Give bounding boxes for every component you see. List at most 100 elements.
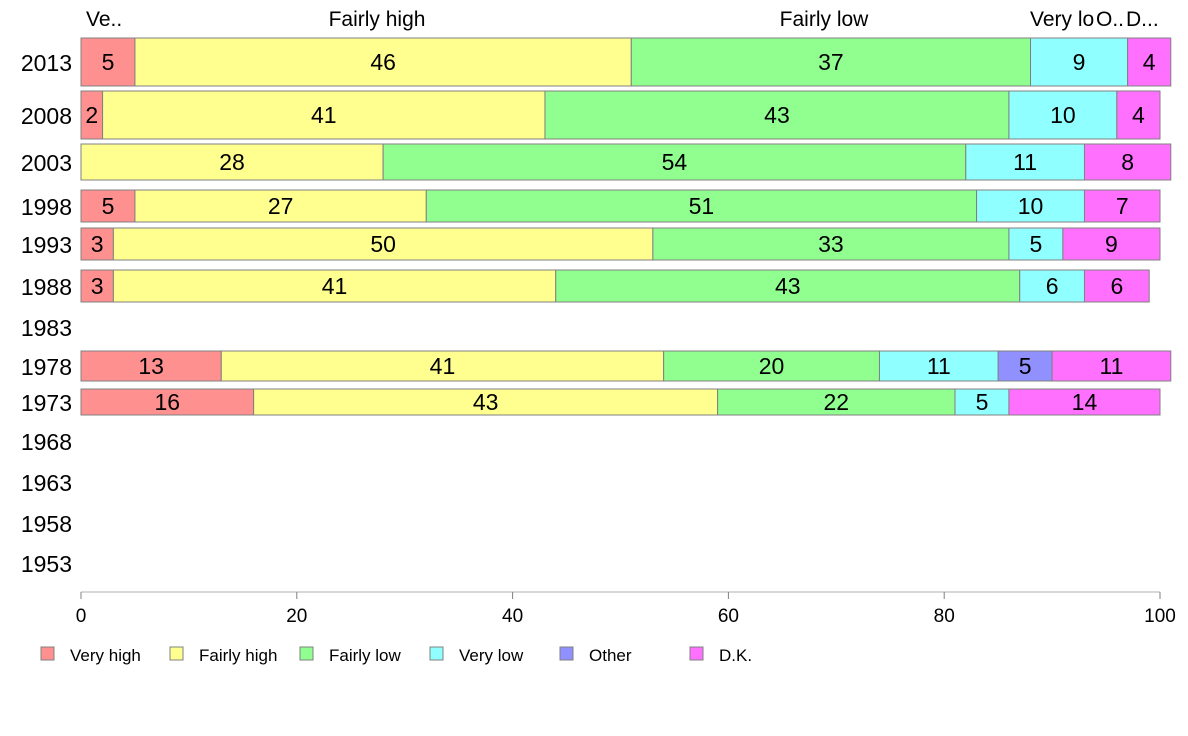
data-label: 41 <box>322 273 348 299</box>
bar-segment <box>1083 269 1150 303</box>
data-label: 50 <box>370 231 396 257</box>
legend-swatch <box>169 646 184 661</box>
data-label: 20 <box>759 353 785 379</box>
bar-segment <box>1008 388 1161 416</box>
data-label: 4 <box>1132 102 1145 128</box>
data-label: 43 <box>775 273 801 299</box>
data-label: 16 <box>155 389 181 415</box>
top-label: D... <box>1126 8 1159 31</box>
bar-segment <box>80 227 114 261</box>
data-label: 5 <box>102 49 115 75</box>
data-label: 5 <box>976 389 989 415</box>
legend-swatch <box>689 646 704 661</box>
legend-label: Very low <box>459 646 524 665</box>
bar-segment <box>976 189 1085 223</box>
bar-segment <box>544 90 1010 140</box>
bar-segment <box>663 350 880 382</box>
year-label: 2013 <box>21 50 72 76</box>
data-label: 14 <box>1072 389 1098 415</box>
data-label: 13 <box>138 353 164 379</box>
data-label: 41 <box>311 102 337 128</box>
bar-segment <box>997 350 1053 382</box>
data-label: 5 <box>102 193 115 219</box>
data-label: 28 <box>219 149 245 175</box>
bar-segment <box>1051 350 1172 382</box>
x-tick-label: 0 <box>76 606 87 627</box>
data-label: 46 <box>370 49 396 75</box>
year-label: 2003 <box>21 150 72 176</box>
x-tick-label: 20 <box>286 606 307 627</box>
bar-segment <box>80 143 384 181</box>
legend-label: Very high <box>70 646 141 665</box>
bar-segment <box>1008 90 1118 140</box>
legend-swatch <box>40 646 55 661</box>
data-label: 10 <box>1018 193 1044 219</box>
top-label: Fairly high <box>329 8 426 31</box>
data-label: 51 <box>689 193 715 219</box>
data-label: 7 <box>1116 193 1129 219</box>
legend-label: Fairly low <box>329 646 402 665</box>
bar-area: 5 46 37 9 4 2 41 43 10 4 28 54 11 8 5 27 51 10 7 3 50 33 5 9 3 41… <box>80 37 1172 416</box>
bar-segment <box>1062 227 1161 261</box>
year-label: 1973 <box>21 390 72 416</box>
bar-segment <box>134 189 427 223</box>
bar-segment <box>555 269 1021 303</box>
bar-segment <box>1127 37 1172 87</box>
x-tick-label: 60 <box>718 606 739 627</box>
bar-segment <box>112 227 654 261</box>
year-label: 1993 <box>21 232 72 258</box>
year-label: 1953 <box>21 551 72 577</box>
year-label: 1968 <box>21 429 72 455</box>
top-label: O.. <box>1096 8 1124 31</box>
legend: Very high Fairly high Fairly low Very low Ot… <box>40 646 752 665</box>
x-tick-label: 40 <box>502 606 523 627</box>
bar-segment <box>102 90 546 140</box>
bar-segment <box>80 37 136 87</box>
year-label: 1998 <box>21 194 72 220</box>
bar-segment <box>1030 37 1129 87</box>
top-label: Fairly low <box>780 8 870 31</box>
data-label: 11 <box>1099 353 1123 379</box>
data-label: 43 <box>473 389 499 415</box>
legend-label: Fairly high <box>199 646 277 665</box>
legend-swatch <box>299 646 314 661</box>
legend-swatch <box>559 646 574 661</box>
data-label: 33 <box>818 231 844 257</box>
data-label: 8 <box>1121 149 1134 175</box>
bar-segment <box>220 350 665 382</box>
bar-segment <box>965 143 1085 181</box>
bar-segment <box>954 388 1010 416</box>
bar-segment <box>134 37 632 87</box>
year-axis-labels: 2013 2008 2003 1998 1993 1988 1983 1978 1973 1968… <box>21 50 72 577</box>
bar-segment <box>425 189 978 223</box>
year-label: 2008 <box>21 103 72 129</box>
top-label: Very lo <box>1030 8 1094 31</box>
data-label: 22 <box>824 389 850 415</box>
legend-label: D.K. <box>719 646 752 665</box>
bar-segment <box>1083 189 1161 223</box>
data-label: 11 <box>927 353 951 379</box>
bar-segment <box>717 388 956 416</box>
legend-swatch <box>429 646 444 661</box>
data-label: 3 <box>91 273 104 299</box>
x-tick-label: 80 <box>934 606 955 627</box>
x-axis: 0 20 40 60 80 100 <box>76 591 1176 627</box>
bar-segment <box>80 388 255 416</box>
year-label: 1963 <box>21 470 72 496</box>
data-label: 2 <box>85 102 98 128</box>
bar-segment <box>80 350 222 382</box>
data-label: 5 <box>1019 353 1032 379</box>
bar-segment <box>112 269 557 303</box>
top-series-labels: Ve.. Fairly high Fairly low Very lo O.. D... <box>86 8 1159 31</box>
data-label: 4 <box>1143 49 1156 75</box>
year-label: 1988 <box>21 274 72 300</box>
data-label: 9 <box>1105 231 1118 257</box>
data-label: 54 <box>662 149 688 175</box>
data-label: 6 <box>1110 273 1123 299</box>
data-label: 43 <box>764 102 790 128</box>
data-label: 3 <box>91 231 104 257</box>
bar-segment <box>80 189 136 223</box>
data-label: 6 <box>1046 273 1059 299</box>
top-label: Ve.. <box>86 8 122 31</box>
